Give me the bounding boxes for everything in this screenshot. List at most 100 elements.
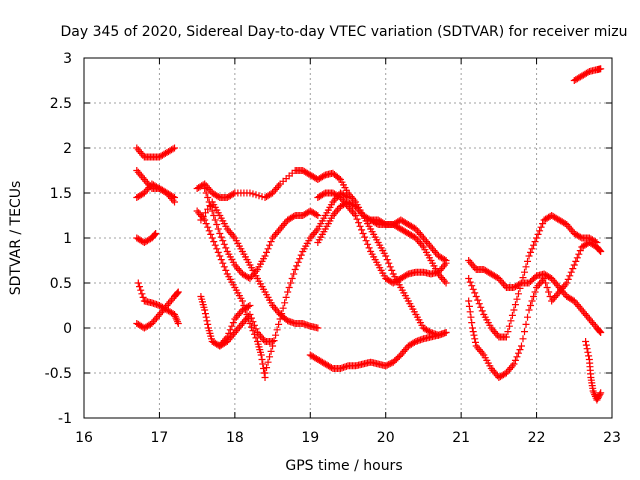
s15-marker [365,244,373,252]
x-axis-label: GPS time / hours [285,458,402,474]
s11-marker [219,237,227,245]
s13-marker [288,275,296,282]
s3-marker [171,198,179,206]
y-axis-ticks: -1 -0.5 0 0.5 1 1.5 2 2.5 3 [45,51,612,427]
y-tick-label: 2.5 [50,96,72,112]
s1-marker [171,144,179,152]
s13-marker [264,358,272,366]
y-tick-label: -1 [58,411,72,427]
s20-marker [524,313,532,321]
s19-marker [468,282,476,290]
s8-marker [220,263,228,271]
s20-marker [465,297,473,305]
s6-marker [174,289,182,297]
s20-marker [519,335,527,343]
s10-marker [250,321,258,329]
s11-marker [216,230,224,237]
s7-marker [388,266,396,274]
s8-marker [258,356,266,363]
s20-marker [564,275,572,283]
s20-marker [572,257,580,265]
s11-marker [244,274,252,282]
x-tick-label: 20 [377,430,395,446]
s17-marker [442,257,450,264]
s16-marker [382,362,390,370]
s11-marker [264,245,272,253]
s13-marker [287,279,295,287]
s22-marker [584,68,592,76]
s20-marker [521,328,529,336]
s11-marker [261,252,269,260]
s21-marker [585,352,593,360]
s19-marker [525,252,533,260]
s11-marker [207,203,215,210]
s19-marker [524,257,532,265]
s8-marker [222,266,230,274]
s19-marker [510,306,518,314]
s9-marker [201,209,209,217]
s15-marker [355,219,363,227]
s8-marker [217,256,225,264]
s20-marker [573,254,581,262]
s18-marker [596,328,604,336]
s7-marker [383,256,391,264]
s20-marker [516,346,524,354]
s11-marker [211,216,219,224]
s19-marker [530,241,538,249]
s11-marker [205,198,213,206]
s20-marker [570,261,578,269]
s19-marker [514,290,522,298]
s10-marker [204,320,212,328]
s21-marker [597,389,605,397]
s13-marker [278,310,286,318]
s20-marker [467,313,475,321]
x-tick-label: 18 [226,430,244,446]
s5-marker [137,286,145,294]
s11-marker [213,221,221,228]
s10-marker [203,317,211,325]
s20-marker [596,247,604,255]
s13-marker [275,320,283,328]
s12-marker [246,302,254,309]
s11-marker [222,244,230,252]
s16-marker [442,329,450,336]
x-tick-label: 22 [528,430,546,446]
s20-marker [527,302,535,309]
s19-marker [471,289,479,297]
x-tick-label: 23 [603,430,621,446]
s11-marker [217,233,225,241]
s4-marker [151,230,159,238]
s15-marker [356,222,364,230]
s19-marker [528,245,536,253]
s19-marker [513,295,521,303]
s19-marker [517,279,525,287]
s15-marker [364,240,372,248]
s10-marker [246,311,254,318]
s20-marker [530,293,538,300]
s8-marker [252,334,260,342]
s19-marker [527,248,535,256]
s20-marker [563,279,571,287]
s19-marker [505,322,513,330]
s19-marker [469,285,477,293]
s1-marker [169,145,177,153]
s8-marker [238,297,246,305]
s15-marker [362,237,370,245]
s20-marker [566,272,574,280]
x-tick-label: 17 [151,430,169,446]
s7-marker [335,174,343,182]
s20-marker [542,279,550,287]
s10-marker [201,310,209,318]
s19-marker [475,300,483,308]
s19-marker [536,227,544,235]
s20-marker [531,288,539,296]
s8-marker [219,259,227,267]
s4-marker [152,230,160,237]
s19-marker [533,234,541,242]
s18-marker [597,329,605,336]
s9-marker [314,324,322,332]
s12-marker [225,329,233,337]
s13-marker [266,353,274,361]
s13-marker [285,284,293,291]
s19-marker [522,263,530,271]
